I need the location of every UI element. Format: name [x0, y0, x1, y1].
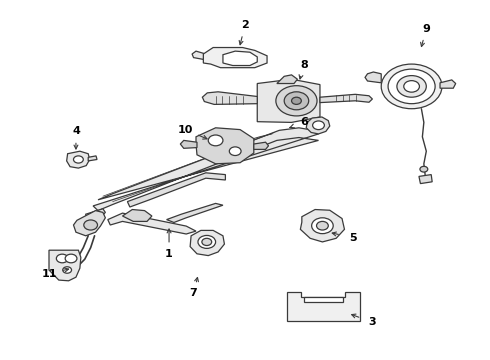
Polygon shape	[365, 72, 381, 83]
Text: 11: 11	[41, 269, 57, 279]
Circle shape	[388, 69, 435, 104]
Polygon shape	[320, 94, 372, 103]
Circle shape	[202, 238, 212, 246]
Circle shape	[65, 254, 77, 263]
Polygon shape	[67, 151, 90, 168]
Polygon shape	[440, 80, 456, 88]
Polygon shape	[122, 210, 152, 221]
Polygon shape	[196, 128, 254, 164]
Text: 2: 2	[241, 20, 249, 30]
Polygon shape	[88, 156, 97, 161]
Circle shape	[56, 254, 68, 263]
Circle shape	[397, 76, 426, 97]
Circle shape	[74, 156, 83, 163]
Polygon shape	[190, 230, 224, 256]
Polygon shape	[167, 203, 223, 222]
Circle shape	[63, 267, 72, 273]
Circle shape	[198, 235, 216, 248]
Polygon shape	[86, 209, 105, 223]
Text: 3: 3	[368, 317, 376, 327]
Text: 7: 7	[190, 288, 197, 298]
Text: 1: 1	[165, 249, 173, 259]
Circle shape	[276, 86, 317, 116]
Text: 10: 10	[177, 125, 193, 135]
Polygon shape	[203, 48, 267, 68]
Polygon shape	[419, 175, 432, 184]
Circle shape	[317, 221, 328, 230]
Polygon shape	[306, 117, 330, 134]
Text: 8: 8	[300, 60, 308, 70]
Circle shape	[404, 81, 419, 92]
Polygon shape	[223, 51, 257, 66]
Circle shape	[284, 92, 309, 110]
Polygon shape	[108, 213, 196, 234]
Polygon shape	[257, 79, 320, 122]
Circle shape	[84, 220, 98, 230]
Polygon shape	[277, 75, 297, 84]
Text: 5: 5	[349, 233, 357, 243]
Circle shape	[381, 64, 442, 109]
Polygon shape	[304, 297, 343, 302]
Circle shape	[420, 166, 428, 172]
Polygon shape	[192, 51, 203, 59]
Polygon shape	[300, 210, 344, 242]
Polygon shape	[254, 142, 269, 149]
Circle shape	[312, 218, 333, 234]
Polygon shape	[93, 128, 318, 211]
Polygon shape	[49, 250, 81, 281]
Text: 6: 6	[300, 117, 308, 127]
Circle shape	[313, 121, 324, 130]
Polygon shape	[287, 292, 360, 321]
Polygon shape	[127, 173, 225, 207]
Text: 4: 4	[72, 126, 80, 136]
Polygon shape	[202, 92, 257, 104]
Circle shape	[208, 135, 223, 146]
Polygon shape	[74, 211, 105, 236]
Polygon shape	[180, 140, 197, 148]
Circle shape	[292, 97, 301, 104]
Text: 9: 9	[422, 24, 430, 34]
Circle shape	[229, 147, 241, 156]
